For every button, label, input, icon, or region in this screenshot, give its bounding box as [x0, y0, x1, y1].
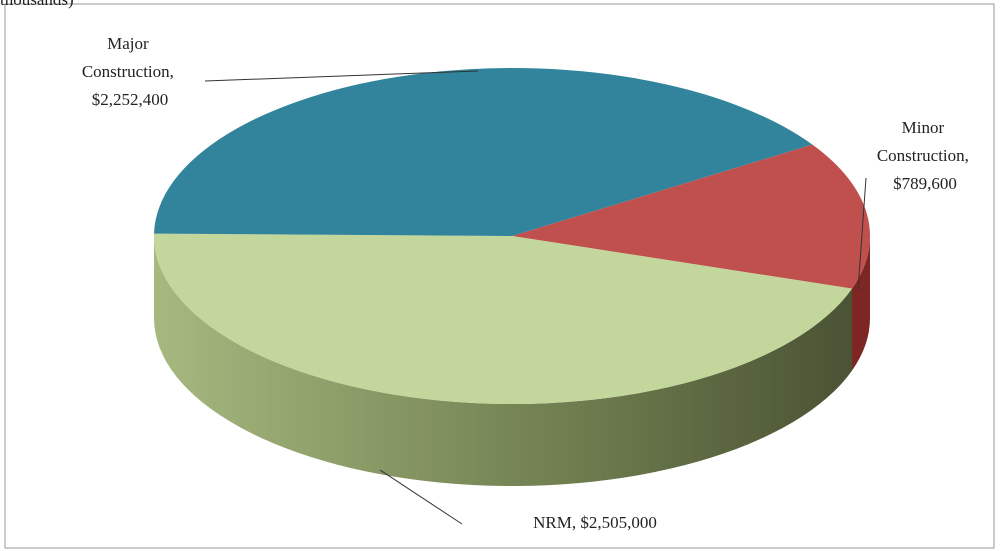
slice-side — [154, 236, 853, 486]
slice — [512, 144, 870, 289]
data-label: Major Construction, $2,252,400 — [82, 34, 178, 109]
data-label: NRM, $2,505,000 — [533, 513, 657, 532]
data-label: Minor Construction, $789,600 — [877, 118, 973, 193]
leader-line — [857, 177, 867, 291]
chart-title: thousands) — [0, 0, 74, 9]
pie — [153, 68, 870, 486]
slice — [153, 233, 853, 404]
leader-line — [379, 469, 463, 525]
slice — [154, 68, 813, 236]
leader-line — [204, 70, 479, 82]
slice-side — [852, 236, 870, 371]
